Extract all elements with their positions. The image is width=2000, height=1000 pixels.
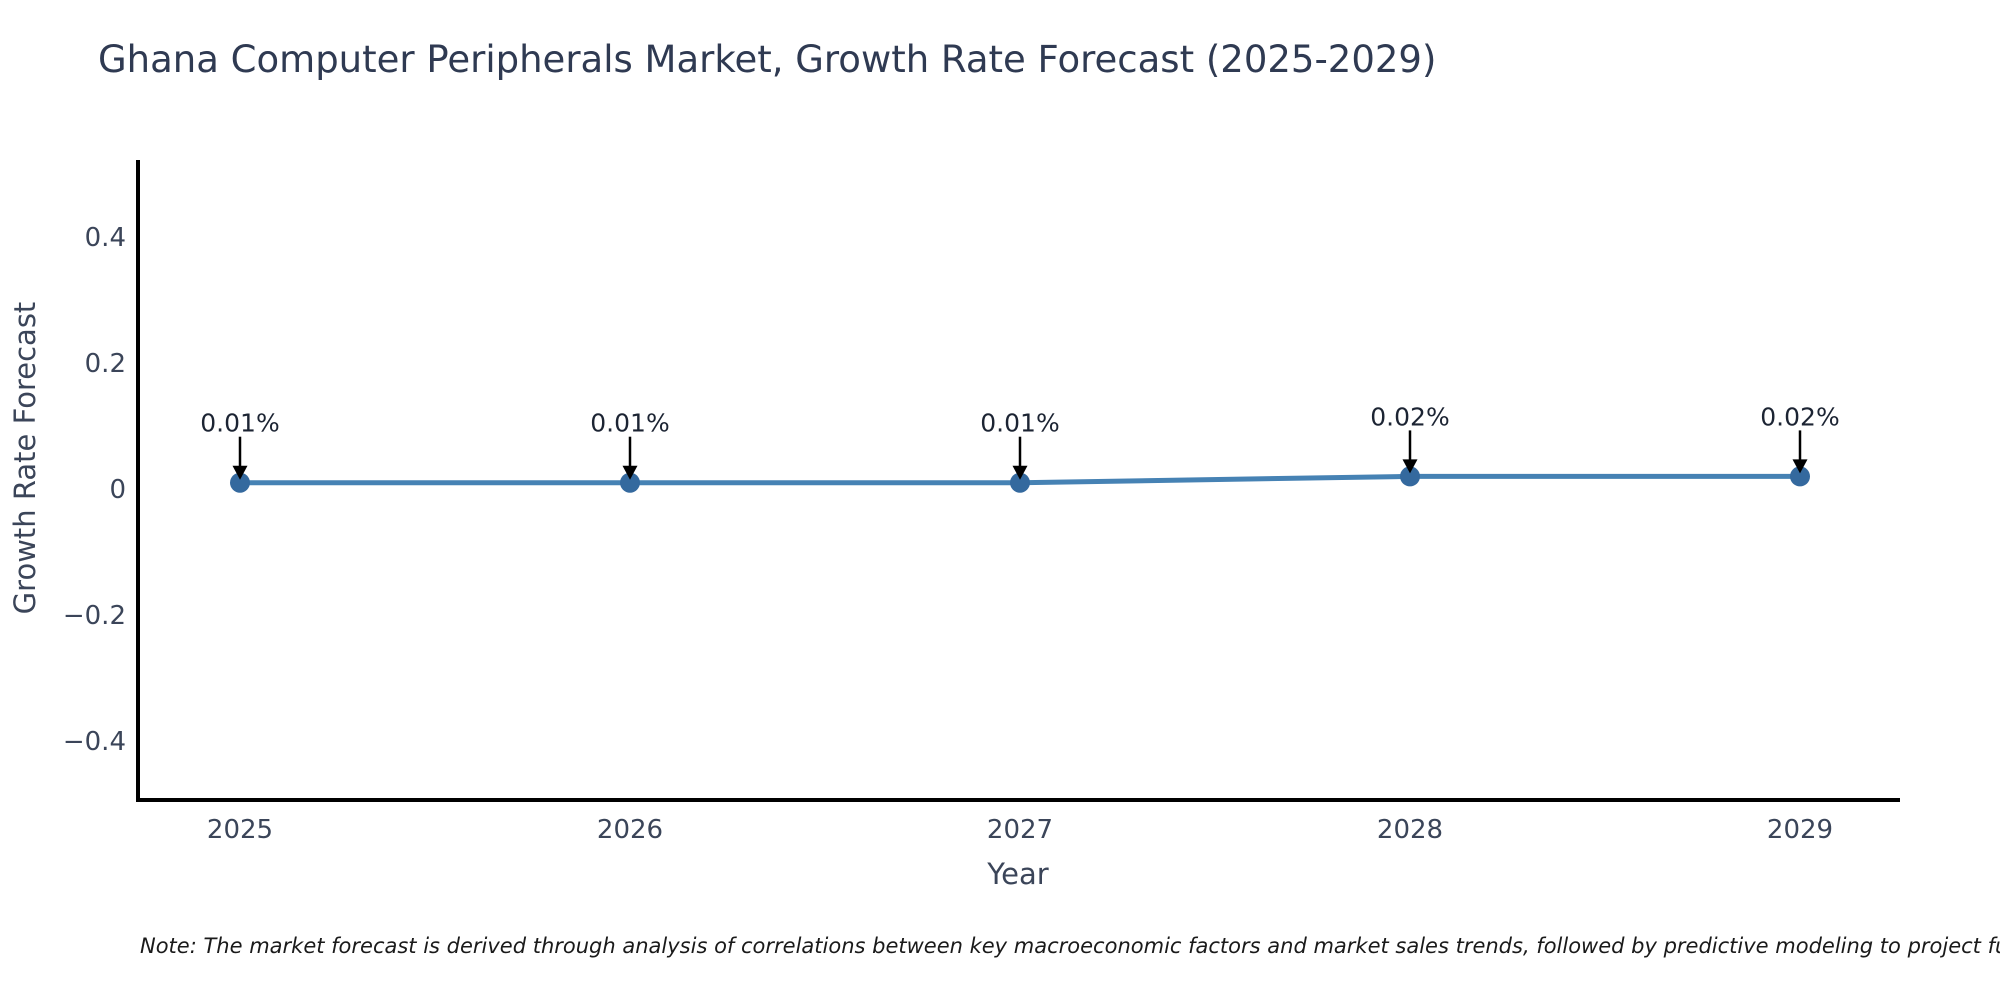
annotation-arrowhead-icon — [1792, 459, 1808, 474]
x-tick-label: 2029 — [1767, 815, 1833, 845]
data-point — [1010, 472, 1030, 493]
annotation-arrowhead-icon — [622, 465, 638, 480]
annotation-arrowhead-icon — [232, 465, 248, 480]
data-point — [1790, 466, 1810, 487]
x-axis-label: Year — [987, 857, 1049, 891]
data-point — [1400, 466, 1420, 487]
x-tick-label: 2028 — [1377, 815, 1443, 845]
y-tick-label: 0 — [109, 475, 126, 505]
y-axis-label: Growth Rate Forecast — [8, 301, 42, 615]
y-tick-label: 0.2 — [85, 349, 126, 379]
x-tick-label: 2027 — [987, 815, 1053, 845]
x-tick-label: 2025 — [207, 815, 273, 845]
data-point — [230, 472, 250, 493]
annotation-label: 0.01% — [200, 409, 279, 438]
annotation-arrowhead-icon — [1012, 465, 1028, 480]
y-tick-label: −0.4 — [63, 727, 126, 757]
annotation-arrowhead-icon — [1402, 459, 1418, 474]
annotation-label: 0.01% — [980, 409, 1059, 438]
annotation-label: 0.02% — [1760, 402, 1839, 431]
x-tick-label: 2026 — [597, 815, 663, 845]
y-tick-label: 0.4 — [85, 223, 126, 253]
data-point — [620, 472, 640, 493]
footnote: Note: The market forecast is derived thr… — [140, 934, 2000, 958]
chart-title: Ghana Computer Peripherals Market, Growt… — [98, 38, 1437, 81]
annotation-label: 0.02% — [1370, 402, 1449, 431]
annotation-label: 0.01% — [590, 409, 669, 438]
y-tick-label: −0.2 — [63, 601, 126, 631]
